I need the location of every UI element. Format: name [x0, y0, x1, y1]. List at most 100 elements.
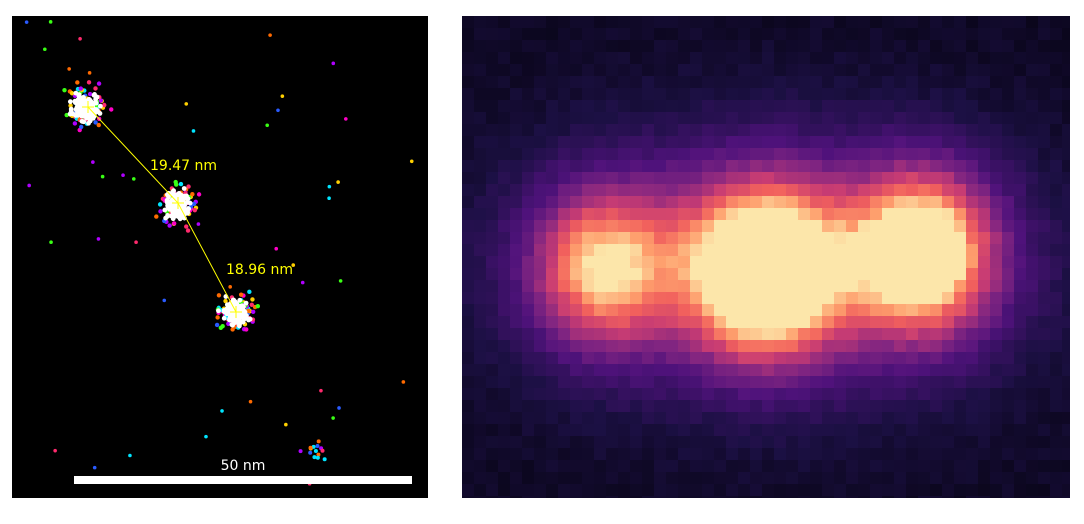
pixel [666, 208, 678, 220]
pixel [774, 256, 786, 268]
pixel [642, 124, 654, 136]
pixel [726, 40, 738, 52]
pixel [942, 292, 954, 304]
pixel [834, 76, 846, 88]
pixel [546, 316, 558, 328]
pixel [930, 304, 942, 316]
pixel [486, 352, 498, 364]
pixel [1062, 316, 1070, 328]
pixel [954, 268, 966, 280]
pixel [642, 232, 654, 244]
pixel [882, 28, 894, 40]
pixel [954, 292, 966, 304]
pixel [954, 400, 966, 412]
pixel [558, 88, 570, 100]
pixel [546, 352, 558, 364]
pixel [1050, 28, 1062, 40]
localization [312, 455, 317, 460]
pixel [834, 40, 846, 52]
pixel [966, 52, 978, 64]
pixel [510, 64, 522, 76]
pixel [738, 412, 750, 424]
pixel [714, 340, 726, 352]
localization [239, 314, 244, 319]
pixel [1014, 328, 1026, 340]
localization [73, 90, 79, 96]
pixel [1002, 244, 1014, 256]
pixel [822, 172, 834, 184]
pixel [726, 208, 738, 220]
pixel [510, 52, 522, 64]
pixel [558, 436, 570, 448]
pixel [1050, 76, 1062, 88]
pixel [1026, 328, 1038, 340]
pixel [1038, 184, 1050, 196]
localization [181, 186, 187, 191]
localization [248, 399, 253, 404]
pixel [918, 64, 930, 76]
pixel [846, 304, 858, 316]
pixel [1002, 448, 1014, 460]
pixel [534, 484, 546, 496]
pixel [618, 304, 630, 316]
pixel [822, 100, 834, 112]
pixel [594, 328, 606, 340]
pixel [618, 460, 630, 472]
pixel [642, 412, 654, 424]
pixel [858, 160, 870, 172]
pixel [774, 472, 786, 484]
pixel [1014, 220, 1026, 232]
pixel [702, 364, 714, 376]
pixel [990, 292, 1002, 304]
pixel [474, 172, 486, 184]
pixel [606, 280, 618, 292]
pixel [546, 424, 558, 436]
pixel [738, 460, 750, 472]
localization [154, 214, 159, 219]
pixel [750, 112, 762, 124]
localization [178, 181, 184, 187]
pixel [942, 220, 954, 232]
pixel [666, 52, 678, 64]
pixel [630, 268, 642, 280]
pixel [618, 424, 630, 436]
pixel [738, 376, 750, 388]
pixel [738, 76, 750, 88]
pixel [522, 376, 534, 388]
pixel [978, 352, 990, 364]
pixel [966, 244, 978, 256]
pixel [846, 256, 858, 268]
pixel [846, 76, 858, 88]
pixel [894, 244, 906, 256]
pixel [726, 112, 738, 124]
pixel [990, 316, 1002, 328]
pixel [546, 448, 558, 460]
pixel [546, 160, 558, 172]
pixel [510, 424, 522, 436]
pixel [930, 208, 942, 220]
pixel [1050, 88, 1062, 100]
pixel [978, 412, 990, 424]
pixel [702, 40, 714, 52]
pixel [462, 268, 474, 280]
pixel [894, 448, 906, 460]
pixel [882, 412, 894, 424]
pixel [690, 88, 702, 100]
pixel [1026, 184, 1038, 196]
pixel [546, 496, 558, 498]
pixel [918, 208, 930, 220]
pixel [1038, 496, 1050, 498]
pixel [630, 64, 642, 76]
pixel [570, 256, 582, 268]
pixel [606, 352, 618, 364]
pixel [642, 112, 654, 124]
pixel [918, 424, 930, 436]
pixel [990, 364, 1002, 376]
pixel [810, 208, 822, 220]
pixel [882, 424, 894, 436]
pixel [678, 244, 690, 256]
pixel [1062, 76, 1070, 88]
pixel [594, 412, 606, 424]
pixel [1038, 268, 1050, 280]
pixel [870, 412, 882, 424]
